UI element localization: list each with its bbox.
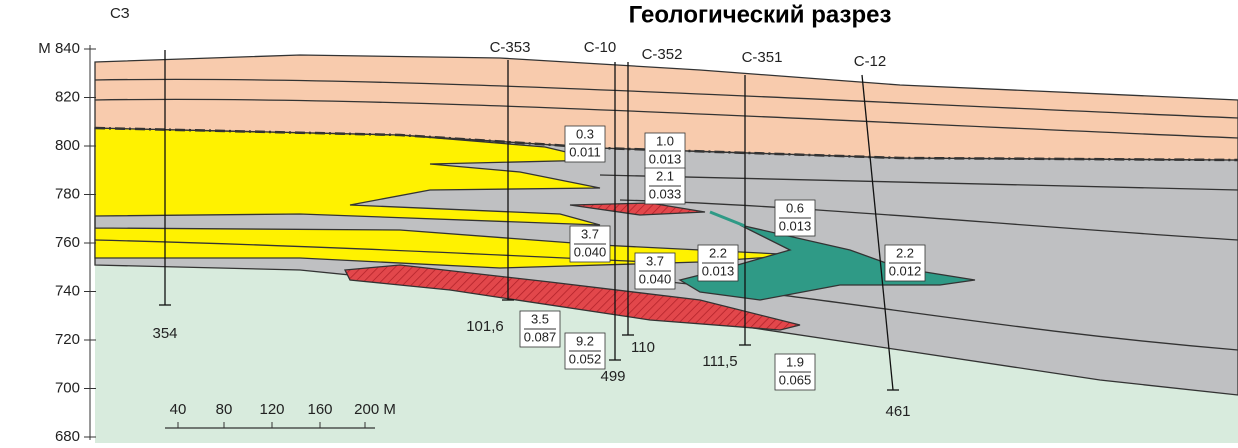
well-name: С-12 [854,53,887,70]
well-depth: 499 [600,368,625,385]
sample-thickness: 3.7 [646,253,664,268]
sample-thickness: 1.9 [786,354,804,369]
sample-thickness: 0.3 [576,126,594,141]
scale-label: 120 [259,401,284,418]
tick-label: 680 [55,428,80,443]
scale-label: 200 М [354,401,396,418]
sample-thickness: 2.1 [656,168,674,183]
tick-label: М 840 [38,40,80,57]
well [861,74,894,391]
ore-red-small [569,202,706,216]
ore-teal-line [709,210,746,228]
ore-red [343,264,801,331]
sample-grade: 0.011 [569,144,601,159]
scale-label: 40 [170,401,187,418]
sample-grade: 0.013 [649,151,682,166]
scale-label: 80 [216,401,233,418]
well-name: С-351 [742,49,783,66]
sample-grade: 0.040 [574,244,607,259]
well-depth: 111,5 [702,353,737,370]
well-name: С-353 [490,39,531,56]
layers [94,54,1238,443]
direction: СЗ [110,5,130,22]
well-depth: 354 [152,325,177,342]
sample-grade: 0.033 [649,186,682,201]
basement [95,265,1238,443]
yellow-layer [94,127,801,269]
tick-label: 800 [55,137,80,154]
sample-thickness: 9.2 [576,333,594,348]
sample-grade: 0.013 [779,218,812,233]
well-depth: 101,6 [466,318,504,335]
sample-thickness: 1.0 [656,133,674,148]
sample-grade: 0.013 [702,263,735,278]
scale-label: 160 [307,401,332,418]
sample-grade: 0.040 [639,271,672,286]
well-name: С-10 [584,39,617,56]
strata-lines [94,78,1238,351]
tick-label: 780 [55,185,80,202]
well-depth: 461 [885,403,910,420]
sample-thickness: 3.7 [581,226,599,241]
tick-label: 760 [55,234,80,251]
tick-label: 720 [55,331,80,348]
sample-thickness: 3.5 [531,311,549,326]
sample-thickness: 2.2 [896,245,914,260]
tick-label: 820 [55,88,80,105]
sample-grade: 0.065 [779,372,812,387]
well-depth: 110 [631,339,655,356]
well-name: С-352 [642,46,683,63]
tick-label: 740 [55,282,80,299]
title: Геологический разрез [629,1,892,28]
sample-thickness: 0.6 [786,200,804,215]
sample-grade: 0.087 [524,329,557,344]
sample-grade: 0.012 [889,263,922,278]
sample-grade: 0.052 [569,351,602,366]
tick-label: 700 [55,379,80,396]
sample-thickness: 2.2 [709,245,727,260]
